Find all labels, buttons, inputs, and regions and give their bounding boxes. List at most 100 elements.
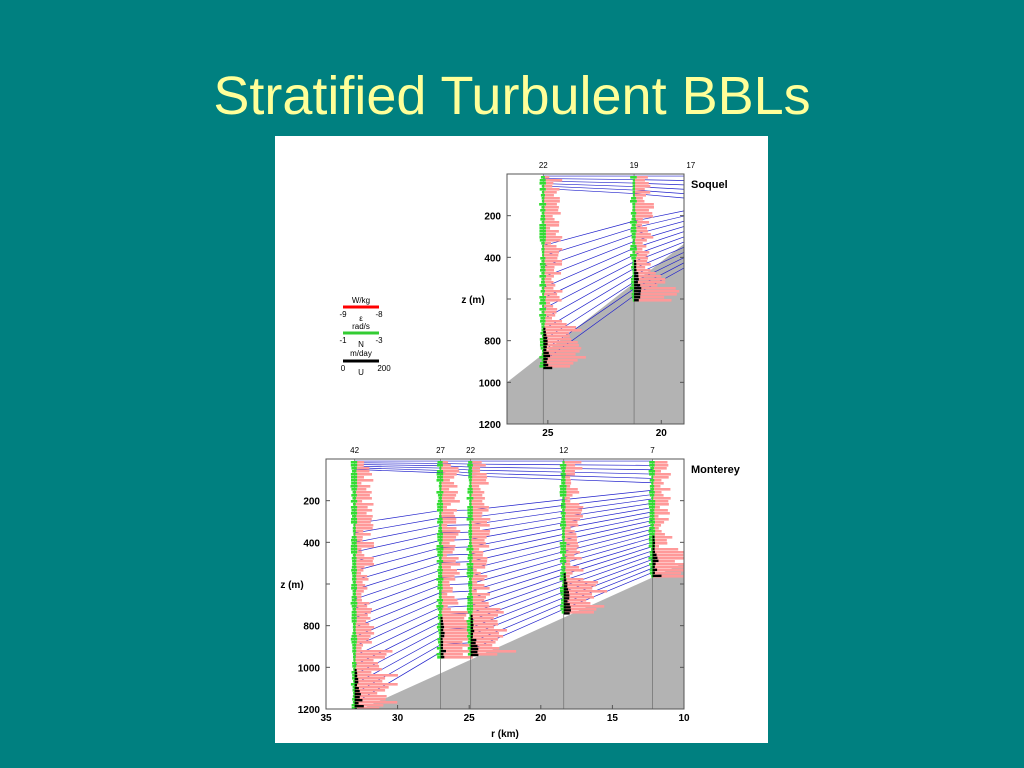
epsilon-bar [543,221,560,224]
epsilon-bar [634,185,651,188]
n-bar [352,632,357,635]
epsilon-bar [563,539,577,542]
epsilon-bar [634,230,648,233]
n-bar [353,668,356,671]
epsilon-bar [354,479,374,482]
epsilon-bar [634,278,666,281]
epsilon-bar [470,506,489,509]
epsilon-bar [543,230,559,233]
u-bar [440,634,445,638]
u-bar [354,696,360,699]
epsilon-bar [470,644,493,647]
epsilon-bar [470,461,482,464]
n-bar [352,575,357,578]
n-bar [540,194,545,197]
u-bar [470,626,474,630]
epsilon-bar [634,287,676,290]
n-bar [541,197,545,200]
epsilon-bar [543,314,556,317]
u-bar [543,333,547,337]
epsilon-bar [563,584,596,587]
n-bar [352,560,357,563]
epsilon-bar [354,581,363,584]
epsilon-bar [354,494,370,497]
epsilon-bar [652,494,664,497]
epsilon-bar [470,608,501,611]
legend-eps-symbol: ε [359,314,363,323]
u-bar [652,571,655,575]
n-bar [436,599,444,602]
epsilon-bar [652,533,665,536]
epsilon-bar [440,554,447,557]
u-bar [354,702,359,705]
n-bar [540,290,546,293]
epsilon-bar [563,518,581,521]
n-bar [560,506,566,509]
n-bar [436,503,444,506]
n-bar [467,566,473,569]
epsilon-bar [634,251,650,254]
n-bar [437,521,443,524]
epsilon-bar [354,461,365,464]
chart-svg: W/kg -9 ε -8 rad/s -1 N -3 m/day 0 U 200… [280,161,740,740]
n-bar [688,242,693,245]
n-bar [631,218,636,221]
n-bar [352,608,357,611]
epsilon-bar [354,500,363,503]
u-bar [543,360,547,364]
epsilon-bar [543,275,554,278]
n-bar [561,500,566,503]
legend-u-max: 200 [377,364,391,373]
n-bar [539,296,546,299]
n-bar [688,227,693,230]
u-bar [652,568,658,572]
epsilon-bar [470,464,486,467]
epsilon-bar [440,647,463,650]
n-bar [562,530,565,533]
n-bar [436,560,444,563]
n-bar [352,581,356,584]
epsilon-bar [440,533,459,536]
epsilon-bar [652,506,660,509]
n-bar [352,689,357,692]
n-bar [351,611,357,614]
n-bar [351,704,357,707]
n-bar [542,245,545,248]
n-bar [559,578,567,581]
n-bar [690,224,692,227]
u-bar [543,357,548,361]
u-bar [470,623,474,627]
n-bar [649,536,655,539]
epsilon-bar [440,545,456,548]
y-axis-label: z (m) [280,580,303,591]
n-bar [541,185,545,188]
epsilon-bar [543,206,559,209]
epsilon-bar [354,626,375,629]
epsilon-bar [440,473,457,476]
epsilon-bar [634,272,656,275]
n-bar [649,479,655,482]
epsilon-bar [634,242,643,245]
epsilon-bar [470,536,487,539]
epsilon-bar [440,539,455,542]
station-profile-12 [559,459,608,709]
n-bar [631,224,636,227]
epsilon-bar [652,566,684,569]
epsilon-bar [470,479,487,482]
n-bar [649,563,655,566]
epsilon-bar [470,629,507,632]
epsilon-bar [543,191,557,194]
u-bar [652,550,656,554]
epsilon-bar [440,578,456,581]
epsilon-bar [563,599,587,602]
epsilon-bar [354,527,373,530]
n-bar [469,503,472,506]
n-bar [438,581,443,584]
n-bar [352,590,357,593]
epsilon-bar [354,614,368,617]
n-bar [631,257,636,260]
epsilon-bar [543,203,557,206]
epsilon-bar [563,488,578,491]
n-bar [648,521,655,524]
epsilon-bar [470,569,477,572]
